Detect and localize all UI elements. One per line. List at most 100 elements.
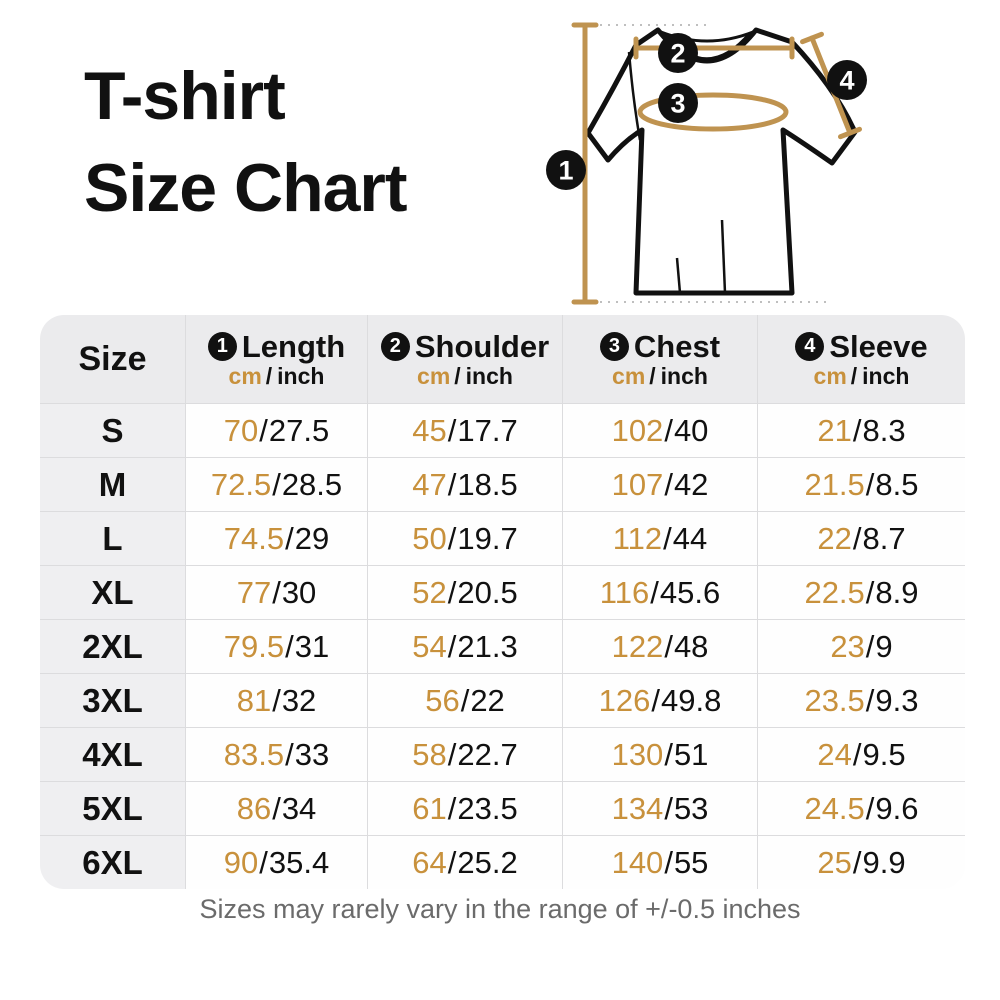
sleeve-cell: 25/9.9 — [757, 835, 965, 889]
length-cell: 90/35.4 — [185, 835, 367, 889]
unit-cm: cm — [813, 362, 847, 389]
length-cell: 72.5/28.5 — [185, 457, 367, 511]
unit-cm: cm — [417, 362, 451, 389]
size-label: XL — [40, 565, 185, 619]
column-label-shoulder: Shoulder — [414, 328, 550, 364]
size-label: M — [40, 457, 185, 511]
size-label: S — [40, 403, 185, 457]
unit-separator: / — [649, 362, 656, 389]
chest-marker-badge: 3 — [599, 331, 629, 361]
sleeve-marker-badge: 4 — [795, 331, 825, 361]
size-label: 4XL — [40, 727, 185, 781]
marker-3-chest: 3 — [658, 83, 698, 123]
chest-cell: 107/42 — [562, 457, 757, 511]
chest-cell: 134/53 — [562, 781, 757, 835]
sleeve-cell: 24/9.5 — [757, 727, 965, 781]
shoulder-cell: 50/19.7 — [367, 511, 562, 565]
column-label-chest: Chest — [633, 328, 721, 364]
unit-cm: cm — [612, 362, 646, 389]
chest-units: cm / inch — [612, 362, 708, 389]
sleeve-cell: 23.5/9.3 — [757, 673, 965, 727]
column-header-sleeve: 4 Sleeve cm / inch — [757, 315, 965, 403]
unit-separator: / — [265, 362, 273, 389]
table-row: 5XL 86/34 61/23.5 134/53 24.5/9.6 — [40, 781, 965, 835]
unit-separator: / — [454, 362, 461, 389]
marker-3-number: 3 — [670, 89, 685, 119]
shoulder-cell: 61/23.5 — [367, 781, 562, 835]
chest-cell: 116/45.6 — [562, 565, 757, 619]
marker-2-number: 2 — [670, 39, 685, 69]
sleeve-seam-line — [627, 51, 642, 141]
chest-measure-ellipse — [637, 92, 789, 132]
chest-cell: 122/48 — [562, 619, 757, 673]
table-header-row: Size 1 Length cm / inch 2 Shoulder cm / inch… — [40, 315, 965, 403]
unit-inch: inch — [465, 362, 513, 389]
table-row: 3XL 81/32 56/22 126/49.8 23.5/9.3 — [40, 673, 965, 727]
length-cell: 74.5/29 — [185, 511, 367, 565]
table-row: XL 77/30 52/20.5 116/45.6 22.5/8.9 — [40, 565, 965, 619]
crease-line-2 — [675, 257, 682, 294]
table-row: 6XL 90/35.4 64/25.2 140/55 25/9.9 — [40, 835, 965, 889]
length-cell: 77/30 — [185, 565, 367, 619]
shoulder-cell: 45/17.7 — [367, 403, 562, 457]
shoulder-cell: 52/20.5 — [367, 565, 562, 619]
sleeve-cell: 24.5/9.6 — [757, 781, 965, 835]
size-chart-table: Size 1 Length cm / inch 2 Shoulder cm / inch… — [40, 315, 965, 889]
shoulder-cell: 56/22 — [367, 673, 562, 727]
marker-4-number: 4 — [839, 66, 854, 96]
unit-inch: inch — [660, 362, 708, 389]
table-row: M 72.5/28.5 47/18.5 107/42 21.5/8.5 — [40, 457, 965, 511]
column-label-length: Length — [241, 328, 346, 364]
sleeve-cell: 21/8.3 — [757, 403, 965, 457]
shoulder-units: cm / inch — [417, 362, 513, 389]
chest-cell: 102/40 — [562, 403, 757, 457]
shoulder-cell: 58/22.7 — [367, 727, 562, 781]
unit-inch: inch — [277, 362, 325, 389]
length-cell: 70/27.5 — [185, 403, 367, 457]
size-label: 3XL — [40, 673, 185, 727]
tshirt-outline-icon — [585, 27, 858, 296]
footer-note: Sizes may rarely vary in the range of +/… — [199, 894, 801, 924]
column-label-sleeve: Sleeve — [829, 328, 928, 364]
crease-line-1 — [720, 219, 727, 294]
sleeve-units: cm / inch — [813, 362, 910, 389]
length-cell: 86/34 — [185, 781, 367, 835]
unit-inch: inch — [862, 362, 910, 389]
size-label: 6XL — [40, 835, 185, 889]
title-line-2: Size Chart — [84, 150, 408, 226]
sleeve-cell: 22.5/8.9 — [757, 565, 965, 619]
length-cell: 79.5/31 — [185, 619, 367, 673]
tshirt-measurement-diagram: 1 2 3 4 — [530, 0, 1000, 315]
length-cell: 83.5/33 — [185, 727, 367, 781]
chest-cell: 126/49.8 — [562, 673, 757, 727]
chest-cell: 140/55 — [562, 835, 757, 889]
page-title: T-shirt Size Chart — [84, 50, 408, 234]
column-header-size: Size — [78, 339, 147, 378]
column-header-length: 1 Length cm / inch — [185, 315, 367, 403]
shoulder-marker-badge: 2 — [380, 331, 410, 361]
sleeve-cell: 22/8.7 — [757, 511, 965, 565]
marker-1-length: 1 — [546, 150, 586, 190]
table-row: L 74.5/29 50/19.7 112/44 22/8.7 — [40, 511, 965, 565]
chest-cell: 130/51 — [562, 727, 757, 781]
table-row: 2XL 79.5/31 54/21.3 122/48 23/9 — [40, 619, 965, 673]
length-units: cm / inch — [228, 362, 325, 389]
title-line-1: T-shirt — [84, 58, 286, 134]
unit-separator: / — [850, 362, 858, 389]
length-marker-badge: 1 — [207, 331, 237, 361]
size-label: 2XL — [40, 619, 185, 673]
shoulder-cell: 47/18.5 — [367, 457, 562, 511]
marker-2-shoulder: 2 — [658, 33, 698, 73]
column-header-shoulder: 2 Shoulder cm / inch — [367, 315, 562, 403]
shoulder-cell: 54/21.3 — [367, 619, 562, 673]
length-measure-line — [571, 22, 599, 305]
size-label: L — [40, 511, 185, 565]
size-label: 5XL — [40, 781, 185, 835]
table-row: 4XL 83.5/33 58/22.7 130/51 24/9.5 — [40, 727, 965, 781]
marker-4-sleeve: 4 — [827, 60, 867, 100]
marker-1-number: 1 — [558, 156, 573, 186]
tshirt-diagram-svg: 1 2 3 4 — [546, 22, 867, 305]
unit-cm: cm — [228, 362, 262, 389]
chest-cell: 112/44 — [562, 511, 757, 565]
length-cell: 81/32 — [185, 673, 367, 727]
